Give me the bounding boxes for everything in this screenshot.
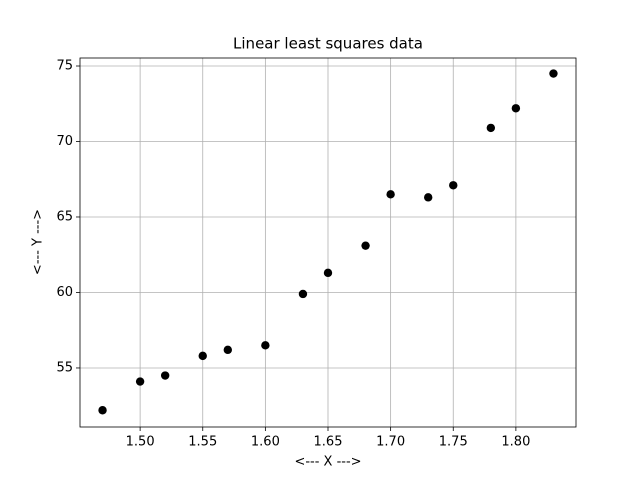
y-tick-label: 70: [56, 134, 73, 149]
chart-title: Linear least squares data: [233, 35, 423, 53]
point: [511, 104, 521, 113]
point: [298, 289, 308, 299]
point: [386, 190, 395, 199]
x-tick-label: 1.60: [251, 435, 280, 450]
x-tick-label: 1.55: [188, 435, 217, 450]
point: [261, 341, 270, 350]
point: [424, 193, 433, 202]
plot-frame: [79, 57, 577, 428]
x-tick-label: 1.75: [439, 435, 468, 450]
point: [198, 351, 207, 361]
point: [135, 377, 145, 386]
x-axis-label: <--- X --->: [294, 455, 361, 470]
point: [223, 345, 232, 355]
x-tick-label: 1.70: [376, 435, 405, 450]
point: [361, 241, 370, 250]
y-tick-label: 55: [56, 360, 73, 375]
point: [323, 268, 333, 278]
y-axis-label: <--- Y --->: [31, 209, 46, 275]
point: [449, 181, 458, 190]
x-tick-label: 1.65: [314, 435, 343, 450]
point: [160, 371, 170, 380]
point: [486, 123, 496, 133]
x-tick-label: 1.50: [126, 435, 155, 450]
x-tick-label: 1.80: [501, 435, 530, 450]
point: [98, 406, 107, 415]
point: [549, 69, 558, 78]
y-tick-label: 75: [56, 59, 73, 74]
y-tick-label: 65: [56, 209, 73, 224]
y-tick-label: 60: [56, 285, 73, 300]
